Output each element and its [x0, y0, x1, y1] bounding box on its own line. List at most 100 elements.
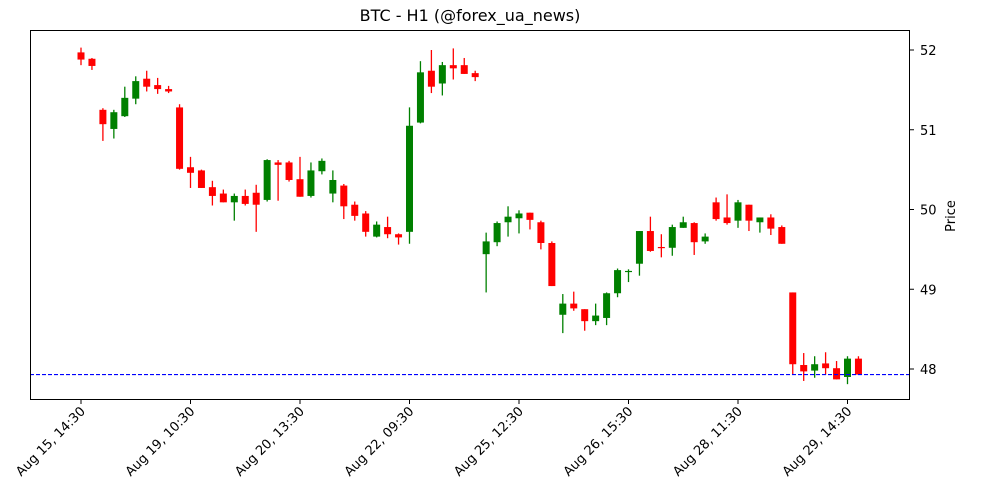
- candle-body: [745, 204, 753, 221]
- candle-body: [187, 167, 194, 173]
- x-tick-label: Aug 28, 11:30: [670, 404, 746, 480]
- candle-body: [416, 72, 424, 123]
- candle: [165, 85, 173, 94]
- candle-body: [471, 73, 479, 78]
- candle: [548, 241, 556, 287]
- candle-body: [493, 223, 501, 243]
- candle-body: [646, 231, 654, 251]
- candle: [252, 184, 260, 232]
- candle: [833, 361, 841, 380]
- y-tick-label: 52: [920, 44, 937, 59]
- y-tick-label: 50: [920, 204, 937, 219]
- candle-body: [241, 195, 249, 204]
- candle: [756, 217, 764, 233]
- candle-body: [88, 58, 96, 66]
- candle-body: [822, 363, 830, 369]
- candle: [723, 194, 731, 225]
- candle-body: [559, 303, 567, 315]
- candle-body: [482, 241, 490, 255]
- candle: [526, 212, 534, 230]
- candle-body: [526, 212, 534, 220]
- candle: [208, 180, 216, 206]
- candle: [263, 159, 271, 202]
- candle-body: [614, 270, 622, 294]
- candle-body: [77, 52, 85, 60]
- candle-body: [395, 234, 403, 238]
- candle-body: [767, 217, 775, 229]
- x-tick-label: Aug 29, 14:30: [780, 404, 856, 480]
- candles-layer: [77, 47, 862, 385]
- candle: [329, 170, 337, 203]
- candle: [471, 70, 479, 82]
- candle: [767, 214, 775, 236]
- candle: [657, 234, 665, 258]
- y-axis: 48 49 50 51 52: [910, 44, 937, 378]
- candle: [219, 189, 227, 203]
- candle-body: [99, 109, 107, 125]
- candle: [800, 353, 808, 381]
- candle: [362, 211, 370, 237]
- x-axis: Aug 15, 14:30 Aug 19, 10:30 Aug 20, 13:30 A…: [13, 400, 855, 480]
- candle: [438, 61, 446, 96]
- candle-body: [263, 160, 271, 200]
- candle: [187, 156, 194, 188]
- candle-body: [230, 195, 238, 203]
- candle: [559, 294, 567, 334]
- candle-body: [570, 303, 578, 309]
- candle: [460, 57, 468, 74]
- candle-body: [504, 216, 512, 223]
- candle-body: [219, 193, 227, 203]
- candle: [822, 352, 830, 375]
- x-tick-label: Aug 20, 13:30: [232, 404, 308, 480]
- candle: [603, 292, 611, 326]
- candle: [570, 291, 578, 311]
- candle: [581, 309, 589, 331]
- candle-body: [625, 270, 632, 273]
- candle: [285, 160, 293, 182]
- candle: [351, 201, 359, 221]
- candle: [307, 162, 315, 198]
- candle-body: [701, 236, 709, 242]
- candle: [373, 221, 381, 238]
- candle-body: [460, 65, 468, 74]
- candle: [416, 61, 424, 124]
- candle-body: [143, 78, 151, 87]
- candle-body: [668, 227, 676, 248]
- candle: [614, 268, 622, 298]
- candle: [625, 269, 632, 283]
- candle: [340, 183, 348, 220]
- candle-body: [712, 202, 720, 220]
- candle: [504, 206, 512, 237]
- candle-body: [176, 107, 184, 169]
- candle: [635, 231, 643, 276]
- candle: [537, 220, 545, 250]
- candle: [734, 199, 742, 228]
- candle-body: [800, 365, 808, 372]
- candle-body: [844, 358, 851, 377]
- candle-body: [285, 162, 293, 180]
- candle: [449, 48, 457, 80]
- candle: [384, 216, 392, 239]
- candle: [789, 292, 797, 375]
- candle-body: [340, 185, 348, 207]
- candle: [679, 216, 687, 228]
- candle-body: [723, 217, 731, 224]
- candle-body: [406, 125, 413, 232]
- candle: [230, 193, 238, 221]
- candle: [482, 232, 490, 293]
- candle: [811, 356, 819, 378]
- candle: [296, 156, 304, 197]
- candle: [493, 221, 501, 247]
- y-tick-label: 51: [920, 124, 937, 139]
- x-tick-label: Aug 15, 14:30: [13, 404, 89, 480]
- candle-body: [581, 309, 589, 322]
- candle: [88, 57, 96, 70]
- candle: [99, 108, 107, 141]
- candle-body: [734, 202, 742, 221]
- candle: [77, 47, 85, 66]
- candle: [143, 70, 151, 92]
- candle-body: [854, 358, 862, 375]
- candle: [712, 197, 720, 221]
- candle-body: [208, 187, 216, 196]
